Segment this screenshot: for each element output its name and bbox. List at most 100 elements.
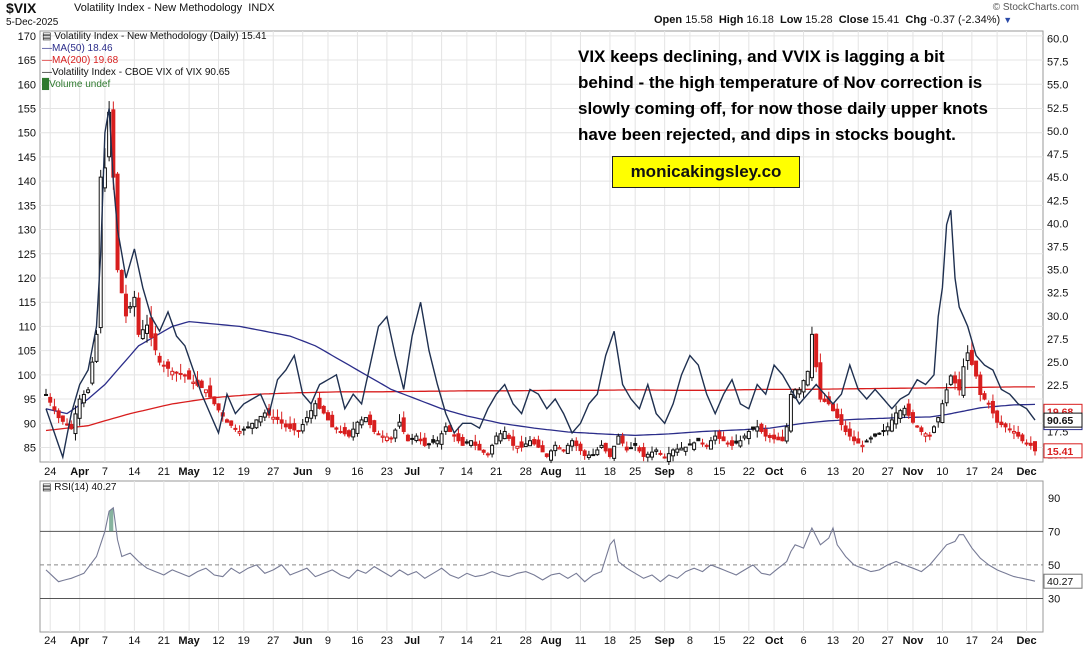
x-axis-tick-label: May — [178, 466, 200, 478]
candle-body — [313, 403, 318, 417]
main-legend: ▤ Volatility Index - New Methodology (Da… — [42, 31, 267, 91]
candle-body — [372, 420, 377, 432]
candle-body — [982, 393, 987, 400]
candle-body — [1007, 428, 1012, 431]
candle-body — [275, 416, 280, 420]
candle-body — [931, 426, 936, 433]
rsi-x-axis-tick-label: Jun — [293, 635, 313, 647]
candle-body — [271, 416, 276, 420]
x-axis-tick-label: 14 — [128, 466, 140, 478]
rsi-chart-icon: ▤ — [42, 482, 52, 493]
left-axis-tick-label: 145 — [18, 152, 36, 164]
rsi-x-axis-tick-label: 17 — [966, 635, 978, 647]
candle-body — [448, 425, 453, 432]
rsi-x-axis-tick-label: Aug — [540, 635, 561, 647]
x-axis-tick-label: 10 — [936, 466, 948, 478]
chg-label: Chg — [905, 14, 927, 26]
candle-body — [532, 439, 537, 445]
x-axis-tick-label: Jul — [404, 466, 420, 478]
candle-body — [607, 448, 612, 457]
x-axis-tick-label: 21 — [490, 466, 502, 478]
right-axis-tick-label: 32.5 — [1047, 288, 1068, 300]
candle-body — [258, 415, 263, 423]
candle-body — [187, 370, 192, 380]
legend-vix: ▤ Volatility Index - New Methodology (Da… — [42, 31, 267, 43]
candle-body — [90, 361, 95, 384]
x-axis-tick-label: 28 — [520, 466, 532, 478]
low-label: Low — [780, 14, 803, 26]
candle-body — [338, 430, 343, 433]
candle-body — [456, 433, 461, 442]
rsi-x-axis-tick-label: 7 — [439, 635, 445, 647]
rsi-x-axis-tick-label: 27 — [882, 635, 894, 647]
candle-body — [940, 403, 945, 424]
candle-body — [397, 421, 402, 427]
candle-body — [233, 427, 238, 430]
candle-body — [553, 444, 558, 452]
candle-body — [620, 435, 625, 444]
candle-body — [1003, 423, 1008, 428]
left-axis-tick-label: 125 — [18, 249, 36, 261]
candle-body — [616, 435, 621, 445]
quote-summary: Open 15.58 High 16.18 Low 15.28 Close 15… — [654, 14, 1012, 26]
rsi-value-badge — [1043, 573, 1083, 589]
open-value: 15.58 — [685, 14, 713, 26]
legend-ma50-text: MA(50) 18.46 — [52, 43, 113, 54]
candle-body — [974, 360, 979, 377]
rsi-x-axis-tick-label: Jul — [404, 635, 420, 647]
candle-body — [894, 412, 899, 425]
candle-body — [822, 398, 827, 402]
annotation-line: slowly coming off, for now those daily u… — [578, 99, 988, 118]
candle-body — [262, 412, 267, 418]
right-axis-tick-label: 25.0 — [1047, 357, 1068, 369]
rsi-x-axis-tick-label: 8 — [687, 635, 693, 647]
candle-body — [506, 434, 511, 439]
candle-body — [140, 329, 145, 340]
dropdown-triangle-icon[interactable]: ▼ — [1003, 15, 1013, 25]
candle-body — [965, 352, 970, 362]
candle-body — [906, 403, 911, 416]
candle-body — [157, 355, 162, 363]
candle-body — [515, 445, 520, 449]
candle-body — [805, 370, 810, 386]
candle-icon: ▤ — [42, 31, 52, 42]
candle-body — [582, 450, 587, 457]
candle-body — [1033, 441, 1037, 452]
candle-body — [561, 449, 566, 452]
quote-date: 5-Dec-2025 — [6, 17, 59, 28]
candle-body — [464, 441, 469, 444]
candle-body — [519, 441, 524, 448]
left-axis-tick-label: 155 — [18, 103, 36, 115]
x-axis-tick-label: Jun — [293, 466, 313, 478]
rsi-x-axis-tick-label: 28 — [520, 635, 532, 647]
candle-body — [944, 389, 949, 404]
right-axis-tick-label: 37.5 — [1047, 242, 1068, 254]
stockcharts-credit[interactable]: © StockCharts.com — [992, 2, 1079, 13]
candle-body — [612, 445, 617, 459]
candle-body — [288, 423, 293, 429]
x-axis-tick-label: 27 — [882, 466, 894, 478]
left-axis-tick-label: 130 — [18, 225, 36, 237]
candle-body — [1016, 431, 1021, 437]
legend-ma200: —MA(200) 19.68 — [42, 55, 119, 66]
candle-body — [212, 396, 217, 405]
left-axis-tick-label: 120 — [18, 273, 36, 285]
right-axis-tick-label: 45.0 — [1047, 172, 1068, 184]
candle-body — [246, 426, 251, 429]
candle-body — [494, 435, 499, 445]
candle-body — [422, 437, 427, 446]
annotation-line: VIX keeps declining, and VVIX is lagging… — [578, 47, 945, 66]
rsi-x-axis-tick-label: 25 — [629, 635, 641, 647]
left-axis-tick-label: 90 — [24, 418, 36, 430]
candle-body — [772, 434, 777, 440]
candle-body — [978, 374, 983, 395]
high-value: 16.18 — [746, 14, 774, 26]
chg-value: -0.37 (-2.34%) — [929, 14, 1001, 26]
candle-body — [595, 449, 600, 456]
rsi-panel — [39, 480, 1044, 633]
candle-body — [132, 296, 137, 308]
rsi-x-axis-tick-label: 11 — [575, 635, 586, 647]
candle-body — [641, 447, 646, 457]
legend-vix-text: Volatility Index - New Methodology (Dail… — [54, 31, 267, 42]
candle-body — [351, 428, 356, 438]
